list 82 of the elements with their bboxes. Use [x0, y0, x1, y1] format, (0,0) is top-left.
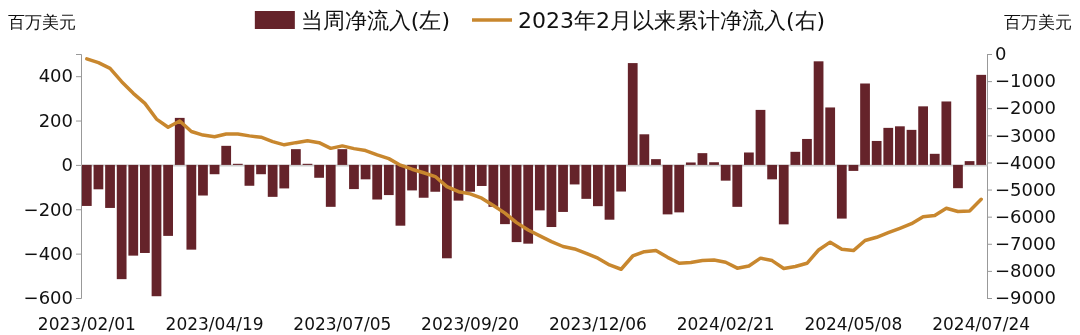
- y2-tick-label: −2000: [995, 97, 1056, 119]
- bar: [778, 164, 789, 225]
- y-tick-label: 200: [38, 109, 73, 131]
- line-series: [85, 57, 983, 272]
- y2-tick-label: −6000: [995, 205, 1056, 227]
- bar: [662, 164, 673, 215]
- bar: [174, 117, 185, 165]
- bar: [895, 126, 905, 165]
- y2-tick-label: −5000: [995, 178, 1056, 200]
- bar: [500, 164, 510, 225]
- bar: [593, 164, 603, 207]
- bar: [953, 164, 963, 189]
- y-axis-title: 百万美元: [8, 12, 76, 32]
- bar: [314, 164, 324, 178]
- bar: [244, 164, 255, 186]
- bar: [744, 152, 754, 165]
- bar: [790, 151, 801, 165]
- bar: [81, 164, 92, 206]
- y-tick-label: −600: [23, 287, 73, 309]
- bar: [105, 164, 115, 208]
- y2-tick-label: −8000: [995, 260, 1056, 282]
- bar: [140, 164, 150, 253]
- bar: [291, 149, 301, 165]
- y-tick-label: −200: [23, 198, 73, 220]
- y-tick-label: 0: [61, 154, 73, 176]
- bar: [372, 164, 383, 200]
- bar: [976, 74, 987, 165]
- x-tick-label: 2024/02/21: [676, 314, 775, 334]
- y2-axis-title: 百万美元: [1004, 12, 1072, 32]
- bar: [337, 149, 348, 165]
- y2-tick-label: −9000: [995, 287, 1056, 309]
- bar: [523, 164, 534, 244]
- bar: [604, 164, 615, 220]
- y2-tick-label: −7000: [995, 233, 1056, 255]
- bar: [93, 164, 104, 190]
- y2-tick-label: −4000: [995, 151, 1056, 173]
- bar: [558, 164, 568, 212]
- bar: [825, 107, 836, 165]
- x-tick-label: 2024/07/24: [932, 314, 1031, 334]
- bar: [395, 164, 406, 226]
- bar: [221, 145, 232, 165]
- bar: [651, 159, 661, 165]
- legend-label: 2023年2月以来累计净流入(右): [518, 8, 826, 33]
- bar: [813, 61, 824, 165]
- bar: [151, 164, 162, 297]
- bar: [802, 138, 812, 165]
- bar: [186, 164, 197, 250]
- x-tick-label: 2023/02/01: [37, 314, 136, 334]
- y2-tick-label: −3000: [995, 124, 1056, 146]
- bar: [860, 83, 870, 165]
- bar: [163, 164, 173, 236]
- bar: [616, 164, 626, 192]
- bar: [465, 164, 475, 192]
- bar: [697, 153, 708, 165]
- bar: [534, 164, 545, 211]
- bar: [256, 164, 266, 175]
- x-tick-label: 2023/12/06: [548, 314, 647, 334]
- y-tick-label: 400: [38, 65, 73, 87]
- bar: [198, 164, 208, 196]
- legend-label: 当周净流入(左): [300, 8, 451, 33]
- x-tick-label: 2023/04/19: [165, 314, 264, 334]
- y-tick-label: −400: [23, 242, 73, 264]
- x-tick-label: 2023/07/05: [293, 314, 392, 334]
- bar: [918, 106, 928, 165]
- bar: [836, 164, 847, 219]
- bar: [383, 164, 394, 196]
- bar: [906, 129, 917, 165]
- y2-tick-label: −1000: [995, 70, 1056, 92]
- bar: [767, 164, 777, 180]
- x-tick-label: 2023/09/20: [421, 314, 520, 334]
- bar: [325, 164, 336, 207]
- bar: [709, 162, 719, 165]
- bar: [755, 109, 766, 165]
- bar: [442, 164, 452, 259]
- bar: [848, 164, 859, 171]
- y2-tick-label: 0: [995, 43, 1007, 65]
- bar: [964, 161, 975, 165]
- bar: [674, 164, 685, 213]
- bar: [685, 162, 696, 165]
- bar: [546, 164, 557, 228]
- x-tick-label: 2024/05/08: [804, 314, 903, 334]
- bar: [349, 164, 359, 190]
